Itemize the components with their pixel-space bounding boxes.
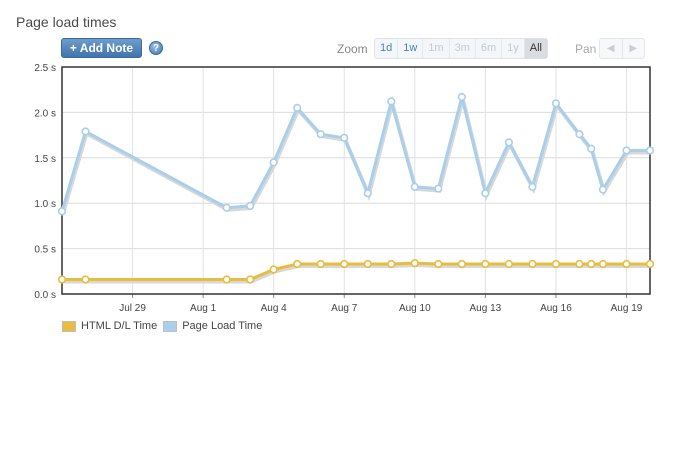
html-dl-point: [363, 259, 372, 269]
page-load-point: [622, 146, 631, 155]
page-load-point: [340, 133, 349, 142]
series-line: [62, 261, 650, 281]
x-tick-label: Jul 29: [119, 303, 146, 314]
html-dl-point: [598, 259, 608, 269]
y-tick-label: 2.5 s: [34, 63, 56, 74]
y-tick-label: 1.0 s: [34, 199, 56, 210]
page-load-point: [551, 99, 561, 108]
html-dl-point: [528, 259, 537, 269]
zoom-1m-button[interactable]: 1m: [423, 39, 450, 58]
x-tick-label: Aug 16: [540, 303, 572, 314]
help-glyph: ?: [152, 42, 160, 54]
html-dl-point: [457, 259, 466, 269]
html-dl-point: [645, 259, 655, 269]
html-dl-point: [222, 275, 231, 284]
x-tick-label: Aug 4: [261, 303, 288, 314]
legend-label-page-load: Page Load Time: [182, 320, 263, 332]
y-tick-label: 1.5 s: [34, 154, 56, 165]
series-shadow: [63, 263, 651, 284]
zoom-6m-button[interactable]: 6m: [476, 39, 503, 58]
page-load-point: [387, 97, 396, 106]
page-load-point: [645, 146, 655, 155]
legend-item-page-load[interactable]: Page Load Time: [163, 320, 262, 332]
pan-right-button[interactable]: ▶: [623, 39, 645, 58]
html-dl-point: [387, 259, 396, 269]
x-tick-label: Aug 7: [331, 303, 358, 314]
y-tick-label: 2.0 s: [34, 108, 56, 119]
html-dl-point: [587, 259, 596, 269]
legend-label-html-dl: HTML D/L Time: [81, 320, 158, 332]
line-chart: 0.0 s 0.5 s 1.0 s 1.5 s 2.0 s 2.5 s Jul 29 Aug …: [34, 63, 655, 314]
zoom-3m-button[interactable]: 3m: [450, 39, 476, 58]
html-dl-point: [81, 275, 90, 284]
chevron-left-icon: ◀: [606, 43, 615, 54]
page-load-point: [481, 189, 490, 198]
html-dl-point: [575, 259, 584, 269]
page-load-point: [316, 130, 325, 139]
legend-item-html-dl[interactable]: HTML D/L Time: [62, 320, 157, 332]
html-dl-point: [269, 265, 278, 274]
x-tick-label: Aug 1: [190, 303, 217, 314]
legend-swatch-html-dl: [62, 320, 76, 332]
pan-label: Pan: [575, 42, 597, 56]
page-load-point: [246, 201, 255, 211]
page-load-point: [587, 144, 596, 153]
chart-title: Page load times: [16, 14, 117, 30]
html-dl-point: [504, 259, 513, 269]
page-load-point: [269, 158, 278, 167]
series-line: [60, 95, 650, 212]
html-dl-point: [434, 259, 443, 269]
page-load-point: [81, 127, 90, 136]
zoom-1y-button[interactable]: 1y: [502, 39, 525, 58]
page-load-point: [293, 103, 302, 112]
page-load-point: [528, 182, 537, 191]
html-dl-point: [316, 259, 325, 269]
x-tick-label: Aug 10: [399, 303, 431, 314]
y-tick-label: 0.0 s: [34, 290, 56, 301]
chart-legend: HTML D/L Time Page Load Time: [62, 320, 262, 332]
x-tick-label: Aug 13: [470, 303, 502, 314]
add-note-label: + Add Note: [69, 41, 134, 55]
html-dl-point: [293, 259, 302, 269]
page-load-point: [457, 92, 466, 102]
series-shadow: [61, 95, 651, 214]
html-dl-point: [410, 259, 419, 268]
help-icon[interactable]: ?: [149, 41, 163, 55]
add-note-button[interactable]: + Add Note: [61, 38, 142, 58]
page-load-point: [575, 130, 584, 139]
chevron-right-icon: ▶: [629, 43, 638, 54]
html-dl-point: [57, 275, 67, 284]
page-load-point: [598, 185, 608, 194]
y-tick-label: 0.5 s: [34, 245, 56, 256]
page-load-point: [57, 207, 67, 216]
zoom-label: Zoom: [337, 42, 368, 56]
page-load-point: [363, 189, 372, 198]
x-tick-label: Aug 19: [611, 303, 643, 314]
zoom-1d-button[interactable]: 1d: [375, 39, 399, 58]
zoom-all-button[interactable]: All: [524, 39, 548, 58]
html-dl-point: [246, 275, 255, 284]
html-dl-point: [481, 259, 490, 269]
page-load-point: [504, 138, 513, 147]
page-load-point: [434, 184, 443, 193]
page-load-point: [222, 203, 231, 212]
plot-frame: [61, 66, 651, 295]
html-dl-point: [340, 259, 349, 269]
page-load-point: [410, 182, 419, 191]
pan-button-group: ◀ ▶: [599, 38, 645, 59]
legend-swatch-page-load: [163, 320, 178, 332]
zoom-1w-button[interactable]: 1w: [398, 39, 424, 58]
html-dl-point: [551, 259, 561, 269]
zoom-button-group: 1d 1w 1m 3m 6m 1y All: [374, 38, 549, 59]
pan-left-button[interactable]: ◀: [600, 39, 623, 58]
html-dl-point: [622, 259, 631, 269]
